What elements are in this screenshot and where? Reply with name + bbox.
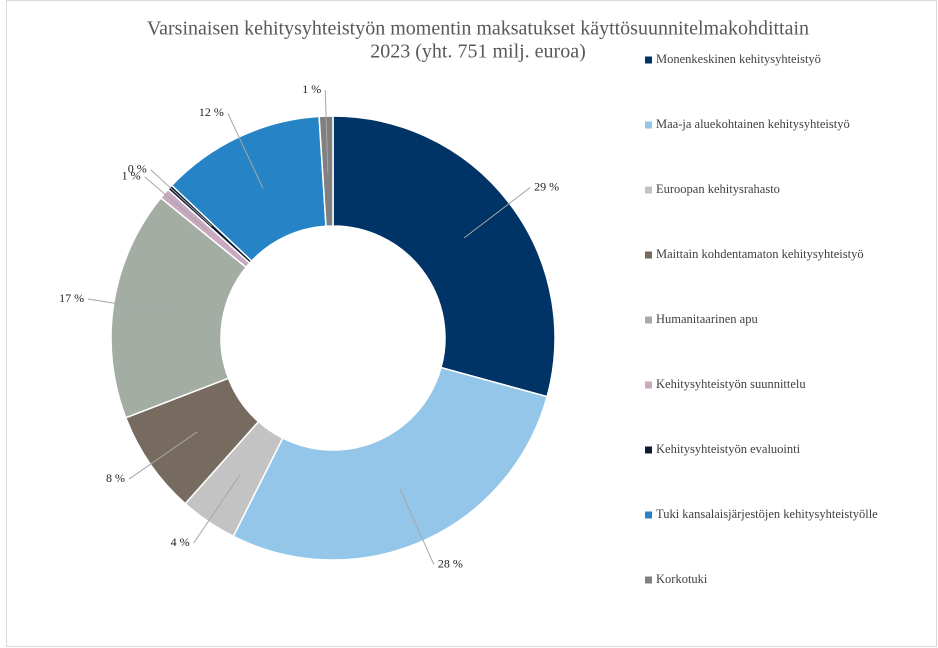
data-label: 17 % bbox=[59, 291, 84, 305]
legend-swatch bbox=[645, 511, 652, 519]
data-label: 0 % bbox=[128, 162, 147, 176]
chart-title: 2023 (yht. 751 milj. euroa) bbox=[370, 41, 586, 63]
leader-line bbox=[463, 187, 531, 239]
data-label: 29 % bbox=[534, 179, 559, 193]
donut-segment bbox=[110, 196, 248, 419]
leader-line bbox=[150, 169, 213, 227]
leader-line bbox=[324, 90, 329, 174]
data-label: 1 % bbox=[122, 168, 141, 182]
legend-swatch bbox=[645, 56, 652, 64]
data-label: 4 % bbox=[171, 535, 190, 549]
data-label: 28 % bbox=[438, 556, 463, 570]
legend-swatch bbox=[645, 576, 652, 584]
leader-line bbox=[399, 488, 435, 565]
legend-swatch bbox=[645, 251, 652, 259]
legend-label: Korkotuki bbox=[656, 572, 708, 586]
donut-segment bbox=[318, 115, 334, 228]
legend-label: Kehitysyhteistyön suunnittelu bbox=[656, 377, 806, 391]
leader-line bbox=[227, 113, 264, 189]
data-label: 12 % bbox=[199, 105, 224, 119]
legend-label: Euroopan kehitysrahasto bbox=[656, 182, 780, 196]
donut-segment bbox=[232, 366, 549, 561]
legend-label: Kehitysyhteistyön evaluointi bbox=[656, 442, 801, 456]
legend-swatch bbox=[645, 446, 652, 454]
legend-label: Maittain kohdentamaton kehitysyhteistyö bbox=[656, 247, 864, 261]
legend-swatch bbox=[645, 186, 652, 194]
donut-segment bbox=[332, 115, 556, 398]
leader-line bbox=[128, 431, 198, 480]
leader-line bbox=[144, 176, 208, 232]
leader-line bbox=[193, 474, 241, 544]
legend-label: Tuki kansalaisjärjestöjen kehitysyhteist… bbox=[656, 507, 878, 521]
legend-swatch bbox=[645, 381, 652, 389]
leader-line bbox=[88, 298, 171, 313]
legend-swatch bbox=[645, 121, 652, 129]
legend-label: Maa-ja aluekohtainen kehitysyhteistyö bbox=[656, 117, 850, 131]
legend-label: Humanitaarinen apu bbox=[656, 312, 758, 326]
data-label: 8 % bbox=[106, 471, 125, 485]
legend-label: Monenkeskinen kehitysyhteistyö bbox=[656, 52, 821, 66]
data-label: 1 % bbox=[302, 82, 321, 96]
chart-title: Varsinaisen kehitysyhteistyön momentin m… bbox=[147, 18, 809, 40]
legend-swatch bbox=[645, 316, 652, 324]
